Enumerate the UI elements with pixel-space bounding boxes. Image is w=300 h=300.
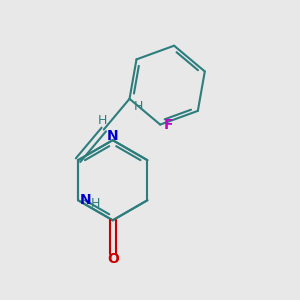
Text: H: H (98, 114, 107, 127)
Text: H: H (91, 197, 101, 210)
Text: N: N (80, 193, 91, 207)
Text: N: N (107, 129, 118, 143)
Text: F: F (164, 118, 173, 132)
Text: H: H (134, 100, 143, 113)
Text: O: O (107, 252, 119, 266)
